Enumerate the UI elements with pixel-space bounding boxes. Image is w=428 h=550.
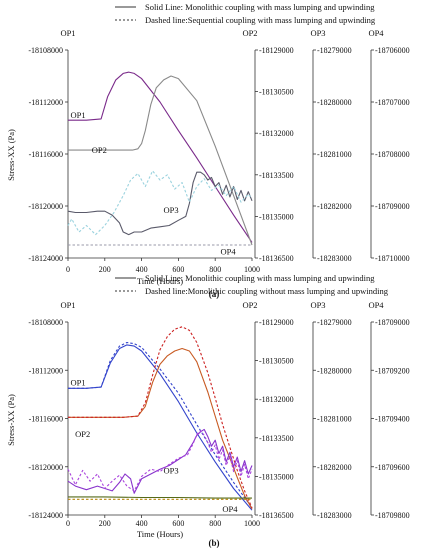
chart-panel-b: Solid Line: Monolithic coupling with mas…	[6, 273, 410, 548]
x-axis-label: Time (Hours)	[137, 276, 183, 286]
chart-panel-a: Solid Line: Monolithic coupling with mas…	[6, 2, 410, 299]
y-tick-label: -18707000	[375, 98, 410, 107]
y-tick-label: -18112000	[29, 366, 63, 375]
y-tick-label: -18709800	[375, 511, 410, 520]
y-tick-label: -18132000	[259, 129, 294, 138]
curve-label-op2: OP2	[92, 145, 107, 155]
y-tick-label: -18706000	[375, 46, 410, 55]
axis-title-op2: OP2	[242, 300, 257, 310]
axis-title-op2: OP2	[242, 28, 257, 38]
axis-title-op3: OP3	[310, 300, 325, 310]
series-line-4	[67, 170, 253, 236]
series-line-4	[67, 428, 253, 494]
series-line-0	[68, 71, 253, 243]
panel-caption: (a)	[209, 289, 220, 299]
y-tick-label: -18116000	[29, 415, 63, 424]
curve-label-op2: OP2	[75, 429, 90, 439]
y-tick-label: -18280000	[317, 366, 352, 375]
y-tick-label: -18709200	[375, 366, 410, 375]
series-line-5	[67, 430, 253, 492]
y-tick-label: -18133500	[259, 171, 294, 180]
axis-title-op4: OP4	[368, 300, 384, 310]
x-tick-label: 200	[99, 265, 111, 274]
series-line-6	[68, 496, 252, 499]
x-tick-label: 400	[136, 519, 148, 528]
legend-solid-text: Solid Line: Monolithic coupling with mas…	[145, 2, 375, 12]
y-tick-label: -18135000	[259, 212, 294, 221]
axis-title-op1: OP1	[60, 28, 75, 38]
axis-title-op3: OP3	[310, 28, 325, 38]
y-tick-label: -18709400	[375, 415, 410, 424]
curve-label-op1: OP1	[71, 377, 86, 387]
y-tick-label: -18132000	[259, 395, 294, 404]
x-tick-label: 0	[66, 265, 70, 274]
axis-title-op4: OP4	[368, 28, 384, 38]
x-tick-label: 400	[136, 265, 148, 274]
y-tick-label: -18710000	[375, 254, 410, 263]
curve-label-op1: OP1	[71, 110, 86, 120]
y-tick-label: -18709000	[375, 202, 410, 211]
y-tick-label: -18283000	[317, 254, 352, 263]
series-line-2	[67, 171, 253, 236]
y-tick-label: -18124000	[28, 254, 63, 263]
axis-title-op1: OP1	[60, 300, 75, 310]
series-line-3	[68, 326, 253, 509]
y-axis-label: Stress-XX (Pa)	[6, 129, 16, 181]
x-tick-label: 1000	[244, 265, 260, 274]
curve-label-op4: OP4	[221, 247, 237, 257]
y-tick-label: -18282000	[317, 463, 352, 472]
curve-label-op4: OP4	[222, 504, 238, 514]
x-tick-label: 800	[209, 519, 221, 528]
y-tick-label: -18116000	[29, 150, 63, 159]
y-tick-label: -18136500	[259, 511, 294, 520]
y-tick-label: -18108000	[28, 318, 63, 327]
series-line-1	[68, 341, 253, 509]
y-tick-label: -18283000	[317, 511, 352, 520]
x-tick-label: 1000	[244, 519, 260, 528]
y-axis-label: Stress-XX (Pa)	[6, 394, 16, 446]
y-tick-label: -18120000	[28, 463, 63, 472]
legend-dashed-text: Dashed line:Monolithic coupling without …	[145, 286, 389, 296]
y-tick-label: -18124000	[28, 511, 63, 520]
x-tick-label: 0	[66, 519, 70, 528]
y-tick-label: -18708000	[375, 150, 410, 159]
y-tick-label: -18129000	[259, 46, 294, 55]
x-tick-label: 200	[99, 519, 111, 528]
x-tick-label: 600	[172, 519, 184, 528]
curve-label-op3: OP3	[163, 465, 178, 475]
y-tick-label: -18282000	[317, 202, 352, 211]
legend-dashed-text: Dashed line:Sequential coupling with mas…	[145, 15, 376, 25]
panel-caption: (b)	[209, 538, 220, 548]
series-line-1	[68, 75, 253, 246]
series-line-2	[68, 347, 253, 510]
y-tick-label: -18709000	[375, 318, 410, 327]
curve-label-op3: OP3	[163, 205, 178, 215]
y-tick-label: -18112000	[29, 98, 63, 107]
x-tick-label: 600	[172, 265, 184, 274]
y-tick-label: -18129000	[259, 318, 294, 327]
y-tick-label: -18709600	[375, 463, 410, 472]
y-tick-label: -18108000	[28, 46, 63, 55]
y-tick-label: -18133500	[259, 434, 294, 443]
x-axis-label: Time (Hours)	[137, 529, 183, 539]
x-tick-label: 800	[209, 265, 221, 274]
y-tick-label: -18130500	[259, 357, 294, 366]
y-tick-label: -18280000	[317, 98, 352, 107]
y-tick-label: -18279000	[317, 318, 352, 327]
y-tick-label: -18281000	[317, 150, 352, 159]
y-tick-label: -18135000	[259, 472, 294, 481]
y-tick-label: -18281000	[317, 415, 352, 424]
y-tick-label: -18120000	[28, 202, 63, 211]
legend-solid-text: Solid Line: Monolithic coupling with mas…	[145, 273, 375, 283]
y-tick-label: -18136500	[259, 254, 294, 263]
y-tick-label: -18279000	[317, 46, 352, 55]
y-tick-label: -18130500	[259, 88, 294, 97]
